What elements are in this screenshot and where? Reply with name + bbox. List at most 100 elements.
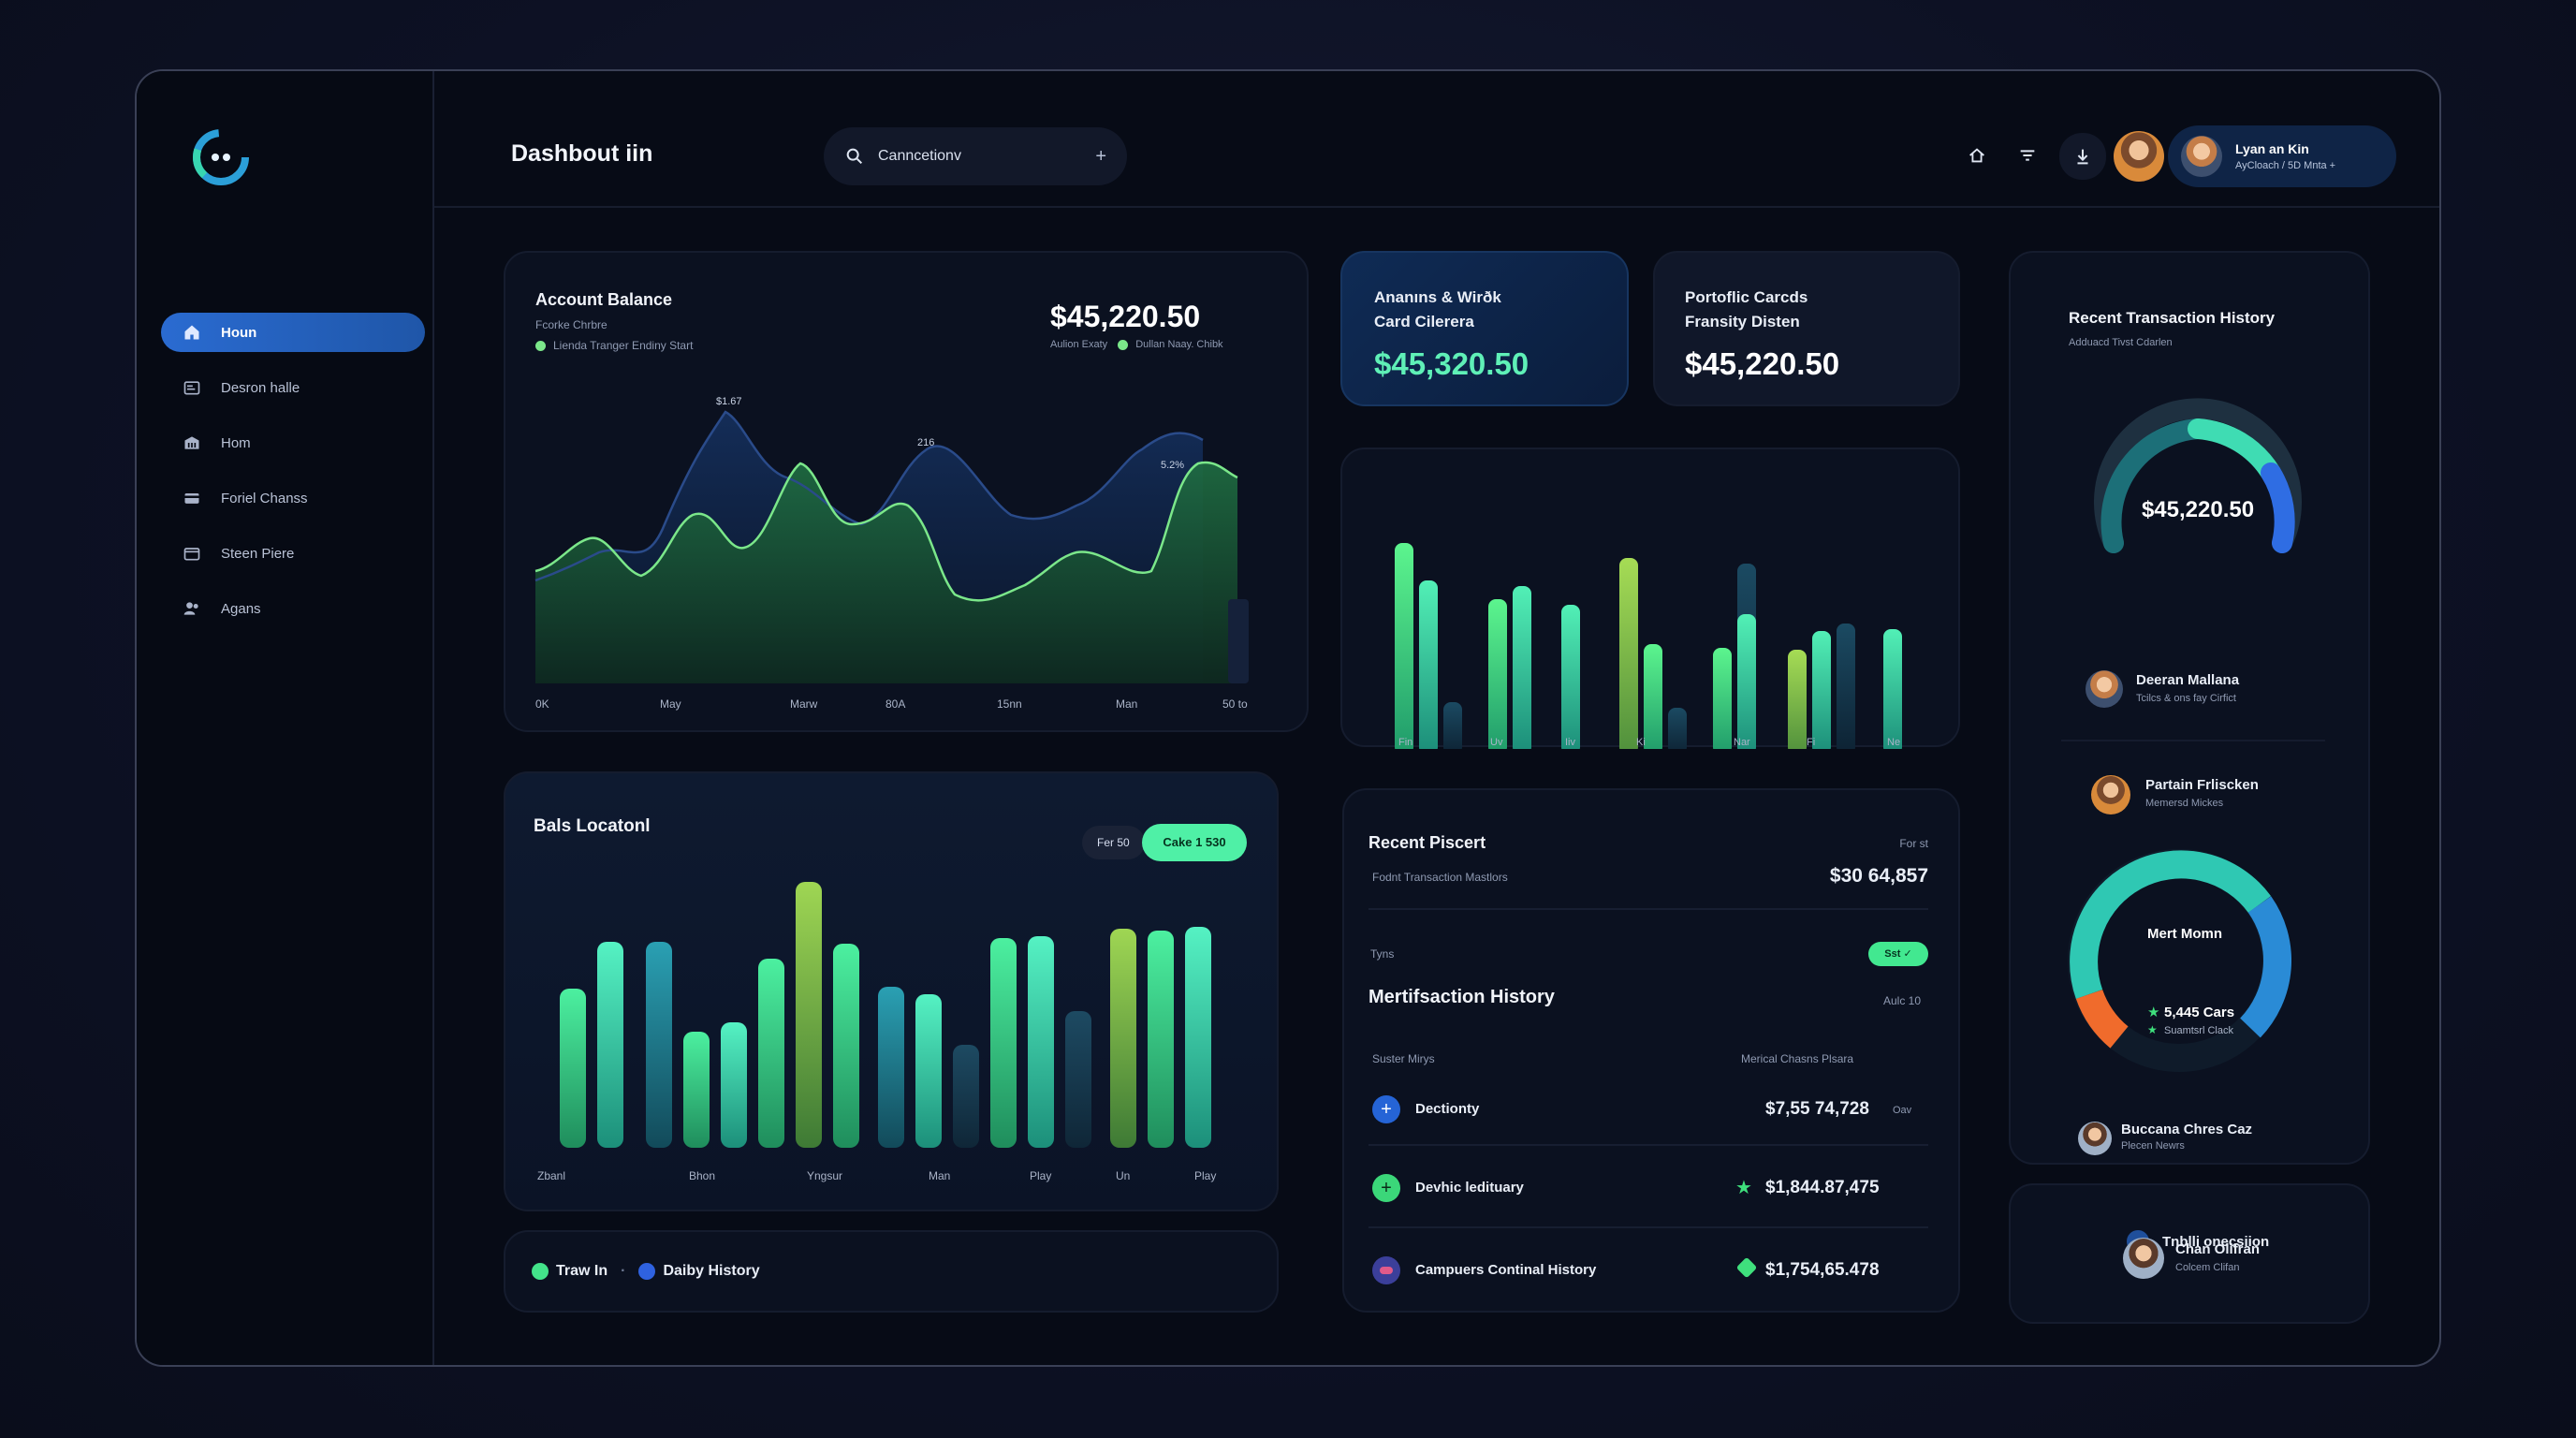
user-name: Lyan an Kin [2235,141,2309,156]
card-title: Recent Transaction History [2069,309,2276,327]
bar-mark [1561,605,1580,755]
sidebar-item-agans[interactable]: Agans [161,589,425,628]
gauge-track [2094,398,2302,553]
legend-label: Lienda Tranger Endiny Start [553,339,694,352]
sidebar-item-label: Steen Piere [221,545,295,562]
bar-mark [597,942,623,1148]
bar-mark [1737,614,1756,755]
app-logo[interactable] [191,127,251,187]
transaction-history-card: Recent Transaction History Adduacd Tivst… [2009,251,2370,1165]
x-tick-label: Nar [1734,737,1750,748]
type-badge[interactable]: Sst ✓ [1868,942,1928,966]
home-icon [1969,148,1984,163]
stat-card-1[interactable]: Ananıns & Wirðk Card Cilerera $45,320.50 [1340,251,1629,406]
donut-sub: Suamtsrl Clack [2164,1025,2233,1036]
stat-card-2[interactable]: Portoflic Carcds Fransity Disten $45,220… [1653,251,1960,406]
x-tick-label: Fin [1398,737,1412,748]
profile-avatar[interactable] [2114,131,2164,182]
legend-label: Aulion Exaty [1050,339,1108,350]
account-balance-card: Account Balance Fcorke Chrbre Lienda Tra… [504,251,1309,732]
legend-item-traw[interactable]: Traw In [556,1263,608,1279]
row-name: Dectionty [1415,1101,1480,1117]
section-title: Mertifsaction History [1368,987,1555,1007]
search-input[interactable]: Canncetionv + [824,127,1127,185]
person-sub: Plecen Newrs [2121,1140,2185,1152]
app-window: Houn Desron halle Hom Foriel Chanss Stee… [135,69,2441,1367]
bar-mark [1028,936,1054,1148]
area-series-a [535,462,1237,683]
bar-mark [833,944,859,1148]
filter-chip[interactable]: Fer 50 [1082,826,1145,859]
bar-mark [646,942,672,1148]
search-icon [846,148,863,165]
bar-mark [878,987,904,1148]
filter-icon [2020,150,2035,161]
bar-mark [1513,586,1531,755]
x-tick-label: Un [1116,1169,1130,1182]
balance-value: $45,220.50 [1050,300,1201,333]
sidebar-item-foriel[interactable]: Foriel Chanss [161,478,425,518]
download-button[interactable] [2059,133,2106,180]
person-sub: Tcilcs & ons fay Cirfict [2136,693,2236,704]
legend-separator: · [621,1263,626,1279]
table-row[interactable]: Campuers Continal History $1,754,65.478 [1368,1230,1928,1305]
sidebar-item-label: Foriel Chanss [221,490,308,506]
bar-mark [1185,927,1211,1148]
x-tick-label: Ne [1887,737,1900,748]
bar-mark [683,1032,710,1148]
bottom-right-card: ⌄ Tnblli onecsiion [2009,1183,2370,1324]
bar-mark [1644,644,1662,755]
type-label: Tyns [1370,947,1395,961]
peak-label: 5.2% [1161,460,1184,471]
bar-mark [953,1045,979,1148]
topbar: Dashbout iin Canncetionv + Lyan an Kin A… [434,71,2439,208]
record-icon [1372,1256,1400,1284]
bals-location-card: Bals Locatonl Fer 50 Cake 1 530 [504,771,1279,1211]
person-sub: Colcem Clifan [2175,1262,2240,1273]
stat-line2: Fransity Disten [1685,313,1800,330]
legend-bar: Traw In · Daiby History [504,1230,1279,1313]
sidebar-item-steen[interactable]: Steen Piere [161,534,425,573]
legend-label: Dullan Naay. Chibk [1135,339,1223,350]
list-item-label: Tnblli onecsiion [2162,1233,2270,1250]
peak-label: $1.67 [716,396,742,407]
home-button[interactable] [1958,133,1996,178]
plus-icon: + [1372,1174,1400,1202]
legend-item-daiby[interactable]: Daiby History [663,1263,760,1279]
star-icon: ★ [2147,1005,2159,1020]
add-button[interactable]: + [1095,145,1106,167]
column-left: Suster Mirys [1372,1052,1435,1065]
sidebar-item-hom[interactable]: Hom [161,423,425,462]
filter-button[interactable] [2009,133,2046,178]
row-amount: $7,55 74,728 [1765,1099,1869,1119]
x-tick-label: 15nn [997,697,1022,711]
avatar [2086,670,2123,708]
series-line-a [534,461,1238,602]
bar-mark [1148,931,1174,1148]
table-row[interactable]: + Devhic ledituary ★ $1,844.87,475 [1368,1148,1928,1228]
donut-chart: Mert Momn ★ 5,445 Cars ★ Suamtsrl Clack [2068,849,2291,1072]
section-right: Aulc 10 [1882,994,1921,1007]
sidebar-item-desron[interactable]: Desron halle [161,368,425,407]
x-tick-label: Fi [1807,737,1815,748]
topbar-actions [1958,133,2106,180]
row-amount: $1,844.87,475 [1765,1178,1880,1197]
user-menu[interactable]: Lyan an Kin AyCloach / 5D Mnta + [2168,125,2396,187]
badge-label: Sst [1884,948,1901,960]
bank-icon [182,433,202,453]
active-chip[interactable]: Cake 1 530 [1142,824,1247,861]
row-amount: $1,754,65.478 [1765,1260,1880,1280]
download-icon [2077,149,2088,165]
table-row[interactable]: + Dectionty $7,55 74,728 Oav [1368,1071,1928,1146]
legend-left: Lienda Tranger Endiny Start [535,339,693,352]
person-name: Deeran Mallana [2136,672,2240,688]
mini-bar-chart: Fin Uv Iiv Ki Nar Fi Ne [1395,543,1902,755]
legend-dot [532,1263,549,1280]
stat-value: $45,320.50 [1374,346,1530,381]
stat-line1: Ananıns & Wirðk [1374,288,1501,306]
row-suffix: Oav [1893,1105,1912,1116]
column-right: Merical Chasns Plsara [1741,1052,1854,1065]
bar-mark [915,994,942,1148]
sidebar-item-home[interactable]: Houn [161,313,425,352]
bar-mark [1883,629,1902,755]
